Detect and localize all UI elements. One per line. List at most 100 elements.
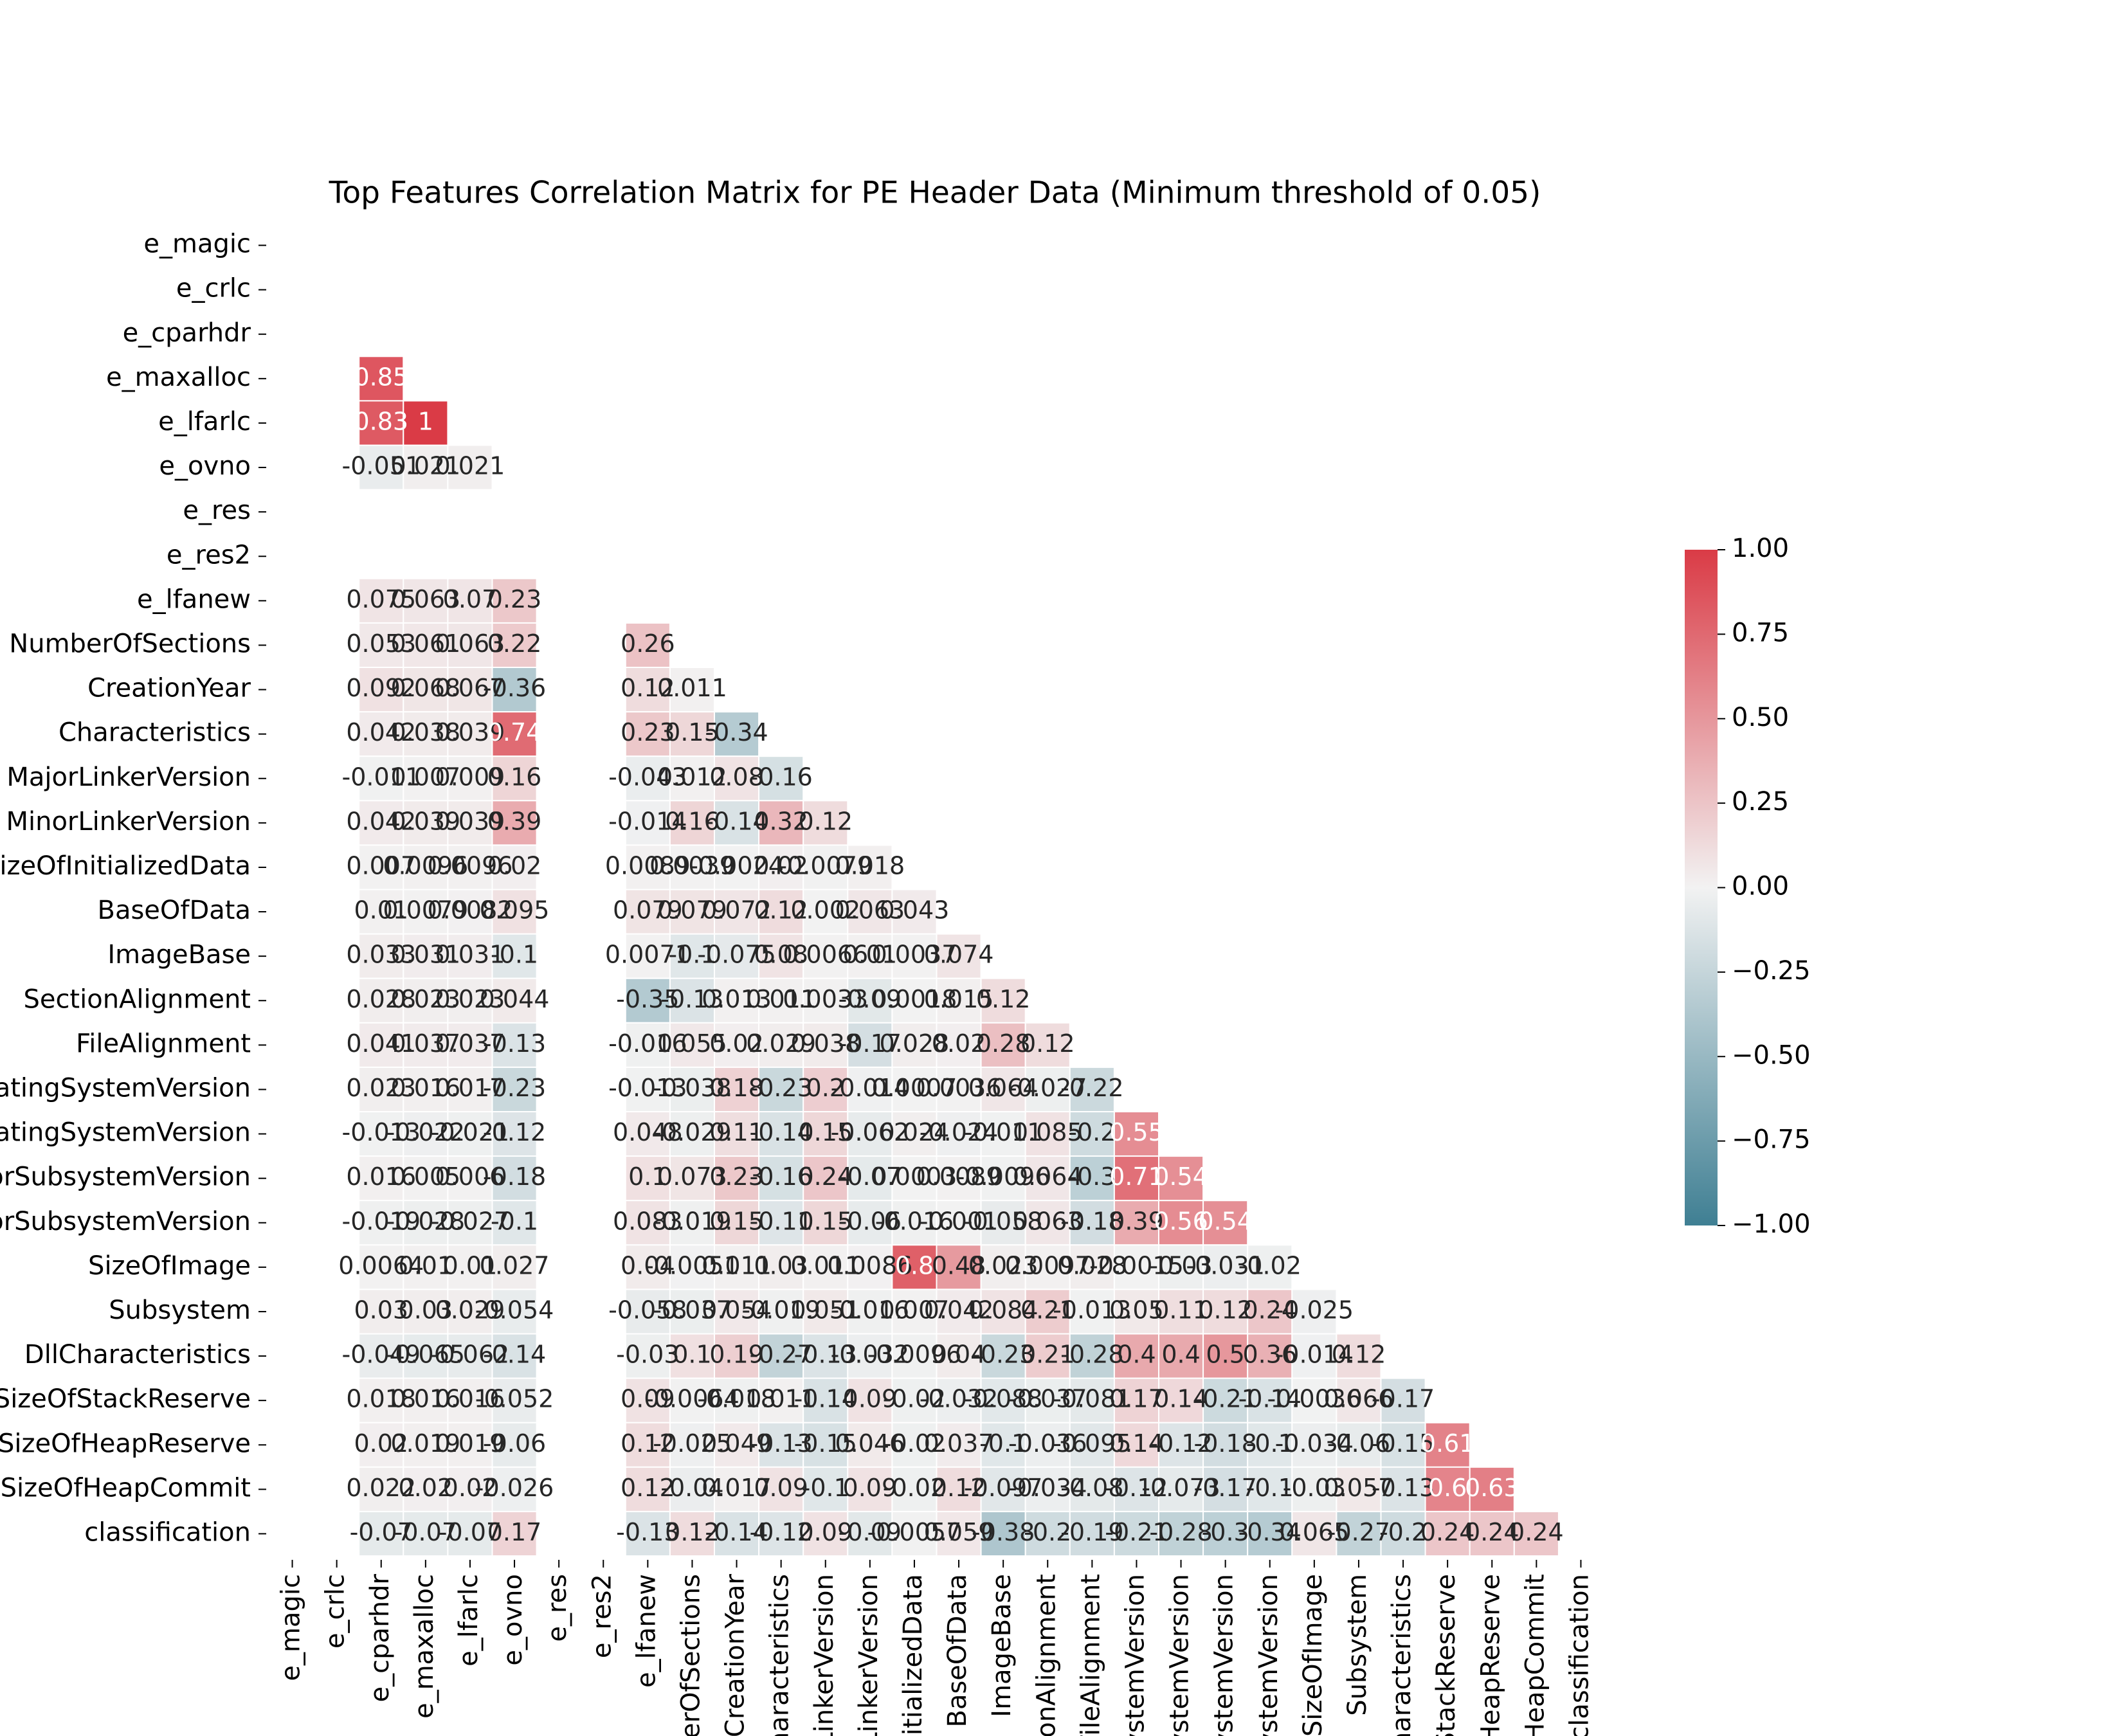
- cell-label: 0.24: [1242, 1296, 1297, 1324]
- cell-label: 0.072: [702, 896, 772, 925]
- cell-label: 0.0071: [605, 941, 691, 969]
- heatmap-cell: [624, 1022, 671, 1068]
- cell-label: 0.02: [399, 1474, 453, 1502]
- heatmap-cell: [1202, 1333, 1249, 1379]
- cell-label: 0.22: [487, 629, 542, 658]
- cell-label: 0.0097: [1005, 1251, 1091, 1279]
- cell-label: 0.01: [843, 941, 898, 969]
- x-tick-label: classification: [1564, 1574, 1594, 1736]
- heatmap-cell: [491, 622, 538, 669]
- cell-label: 0.085: [1013, 1118, 1083, 1146]
- cell-label: -0.21: [1193, 1385, 1256, 1413]
- cell-label: 0.095: [480, 896, 550, 925]
- heatmap-cell: [891, 1244, 938, 1290]
- x-tick-label: e_ovno: [498, 1574, 528, 1666]
- heatmap-cell: [1024, 1111, 1071, 1157]
- cell-label: 0.043: [880, 896, 950, 925]
- cell-label: 0.079: [613, 896, 683, 925]
- heatmap-cell: [1158, 1155, 1204, 1202]
- cell-label: 0.54: [1154, 1162, 1208, 1191]
- heatmap-cell: [803, 1200, 849, 1246]
- heatmap-cell: [403, 711, 449, 757]
- heatmap-cell: [624, 1333, 671, 1379]
- cell-label: -0.13: [749, 1429, 812, 1458]
- heatmap-cell: [1247, 1288, 1293, 1335]
- cell-label: 0.5: [1206, 1341, 1244, 1369]
- cell-label: -0.1: [668, 941, 716, 969]
- heatmap-cell: [1069, 1510, 1115, 1557]
- heatmap-cell: [669, 1288, 716, 1335]
- cell-label: -0.037: [653, 1296, 732, 1324]
- heatmap-cell: [714, 1022, 760, 1068]
- heatmap-cell: [1380, 1422, 1426, 1468]
- cell-label: 0.0089: [605, 851, 691, 880]
- cell-label: -0.027: [1008, 1074, 1087, 1102]
- cell-label: 0.09: [754, 1474, 808, 1502]
- cell-label: 0.05: [1109, 1296, 1164, 1324]
- cell-label: 0.092: [346, 674, 416, 702]
- y-tick-label: SectionAlignment: [23, 984, 251, 1014]
- heatmap-cell: [803, 1244, 849, 1290]
- cell-label: 0.0037: [871, 941, 957, 969]
- heatmap-cell: [1247, 1377, 1293, 1424]
- cell-label: 0.023: [390, 985, 460, 1013]
- x-tick-label: CreationYear: [721, 1573, 750, 1736]
- colorbar: [1685, 550, 1718, 1225]
- y-tick-label: MinorLinkerVersion: [6, 807, 251, 836]
- heatmap-cell: [758, 933, 804, 979]
- cell-label: -0.35: [616, 985, 679, 1013]
- cell-label: 0.021: [435, 452, 505, 480]
- y-tick-label: FileAlignment: [76, 1029, 251, 1058]
- heatmap-cell: [847, 1200, 893, 1246]
- heatmap-cell: [669, 711, 716, 757]
- heatmap-cell: [936, 1333, 982, 1379]
- cell-label: 0.083: [613, 1207, 683, 1235]
- cell-label: -0.014: [1275, 1341, 1354, 1369]
- heatmap-cell: [758, 1244, 804, 1290]
- cell-label: -0.06: [483, 1429, 546, 1458]
- cell-label: -0.38: [972, 1518, 1035, 1546]
- heatmap-cell: [1069, 1111, 1115, 1157]
- cell-label: 0.0007: [871, 1074, 957, 1102]
- y-tick-label: SizeOfStackReserve: [0, 1384, 251, 1414]
- cell-label: 0.075: [346, 585, 416, 613]
- heatmap-cell: [714, 1510, 760, 1557]
- cell-label: 0.059: [924, 1518, 994, 1546]
- heatmap-cell: [624, 622, 671, 669]
- cell-label: 0.068: [390, 674, 460, 702]
- cell-label: 0.02: [354, 1429, 408, 1458]
- heatmap-cell: [403, 444, 449, 491]
- x-tick-label: MinorLinkerVersion: [854, 1574, 884, 1736]
- cell-label: 0.0018: [871, 985, 957, 1013]
- cell-label: -0.025: [653, 1429, 732, 1458]
- y-tick-label: MinorOperatingSystemVersion: [0, 1118, 251, 1148]
- cell-label: 0.019: [390, 1429, 460, 1458]
- cell-label: 0.15: [709, 1207, 764, 1235]
- cell-label: 0.064: [968, 1074, 1038, 1102]
- y-tick-label: SizeOfHeapCommit: [1, 1473, 251, 1503]
- cell-label: -0.062: [431, 1341, 510, 1369]
- heatmap-cell: [980, 1022, 1026, 1068]
- heatmap-cell: [491, 755, 538, 802]
- y-tick-label: e_res: [183, 496, 251, 525]
- cell-label: 0.054: [702, 1296, 772, 1324]
- heatmap-cell: [1069, 1466, 1115, 1512]
- heatmap-cell: [403, 1510, 449, 1557]
- heatmap-cell: [669, 667, 716, 713]
- heatmap-cell: [1291, 1377, 1338, 1424]
- cell-label: 0.11: [709, 1118, 764, 1146]
- cell-label: 0.051: [790, 1296, 860, 1324]
- heatmap-cell: [358, 622, 404, 669]
- heatmap-cell: [358, 1244, 404, 1290]
- heatmap-cell: [447, 1333, 493, 1379]
- cell-label: -0.23: [483, 1074, 546, 1102]
- heatmap-cell: [1069, 1244, 1115, 1290]
- heatmap-cell: [847, 1288, 893, 1335]
- cell-label: -0.15: [1372, 1429, 1435, 1458]
- cell-label: -0.28: [1149, 1518, 1212, 1546]
- cell-label: -0.13: [660, 985, 723, 1013]
- cell-label: -0.27: [1327, 1518, 1390, 1546]
- heatmap-cell: [980, 1333, 1026, 1379]
- cell-label: -0.075: [697, 941, 776, 969]
- cell-label: 0.016: [390, 1074, 460, 1102]
